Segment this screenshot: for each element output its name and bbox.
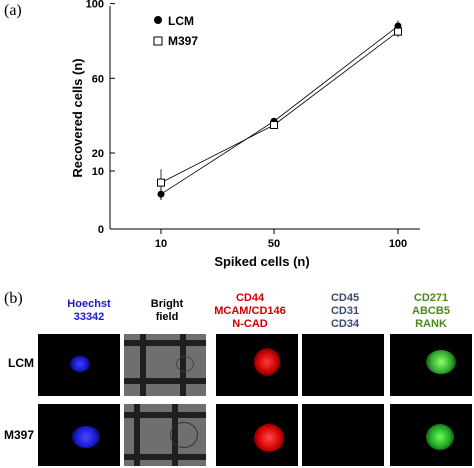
col-header-line: N-CAD: [232, 318, 268, 330]
image-lcm-cd44: [216, 334, 298, 396]
col-header-hoechst: Hoechst 33342: [44, 298, 134, 324]
x-tick-label: 100: [389, 238, 407, 250]
col-header-line: RANK: [415, 318, 447, 330]
image-lcm-brightfield: [124, 334, 206, 396]
series-line-m397: [160, 31, 399, 183]
image-m397-hoechst: [38, 404, 120, 466]
grid-line: [140, 334, 146, 396]
col-header-line: CD271: [413, 292, 449, 304]
x-axis-label: Spiked cells (n): [214, 254, 309, 269]
cell-blob: [254, 348, 280, 376]
grid-line: [134, 404, 140, 466]
series-line-lcm: [160, 25, 399, 195]
col-header-line: CD44: [235, 292, 265, 304]
legend-label-lcm: LCM: [168, 14, 194, 28]
image-lcm-cd45: [302, 334, 384, 396]
grid-line: [124, 378, 206, 384]
y-tick-label: 100: [86, 0, 104, 11]
panel-a-label: (a): [4, 2, 22, 19]
col-header-line: CD31: [330, 305, 360, 317]
panel-b-label: (b): [4, 290, 23, 307]
col-header-cd271: CD271 ABCB5 RANK: [386, 292, 474, 331]
col-header-cd45: CD45 CD31 CD34: [300, 292, 390, 331]
col-header-line: CD34: [330, 318, 360, 330]
cell-blob: [426, 424, 454, 450]
y-axis-label: Recovered cells (n): [70, 58, 85, 177]
col-header-line: MCAM/CD146: [214, 305, 286, 317]
row-label-m397: M397: [3, 428, 34, 442]
legend-label-m397: M397: [168, 34, 198, 48]
col-header-cd44: CD44 MCAM/CD146 N-CAD: [200, 292, 300, 331]
cell-blob: [254, 424, 284, 452]
data-point-m397: [157, 178, 165, 187]
image-m397-cd45: [302, 404, 384, 466]
cell-outline: [170, 422, 198, 448]
x-tick-label: 50: [268, 238, 280, 250]
col-header-line: Hoechst: [67, 298, 111, 310]
image-lcm-cd271: [390, 334, 472, 396]
legend-marker-lcm: [154, 16, 162, 24]
legend-marker-m397: [153, 36, 163, 46]
col-header-line: CD45: [330, 292, 360, 304]
grid-line: [124, 340, 206, 346]
image-m397-brightfield: [124, 404, 206, 466]
nucleus-blob: [72, 426, 100, 448]
data-point-m397: [394, 27, 402, 36]
image-m397-cd44: [216, 404, 298, 466]
col-header-line: ABCB5: [412, 305, 450, 317]
cell-blob: [426, 350, 456, 374]
image-lcm-hoechst: [38, 334, 120, 396]
y-tick-label: 10: [92, 166, 104, 178]
grid-line: [124, 412, 206, 418]
grid-line: [124, 454, 206, 460]
data-point-m397: [270, 120, 278, 129]
col-header-brightfield: Bright field: [122, 298, 212, 324]
row-label-lcm: LCM: [8, 356, 34, 370]
col-header-line: field: [155, 311, 179, 323]
image-m397-cd271: [390, 404, 472, 466]
y-tick-label: 20: [92, 148, 104, 160]
col-header-line: 33342: [73, 311, 105, 323]
col-header-line: Bright: [150, 298, 184, 310]
x-tick-label: 10: [155, 238, 167, 250]
recovery-chart: 0 10 20 60 100 10 50 100 Spiked cells (n) Recover…: [70, 0, 420, 269]
cell-outline: [176, 356, 194, 372]
y-tick-label: 60: [92, 73, 104, 85]
y-tick-label: 0: [98, 224, 104, 236]
nucleus-blob: [70, 356, 90, 372]
